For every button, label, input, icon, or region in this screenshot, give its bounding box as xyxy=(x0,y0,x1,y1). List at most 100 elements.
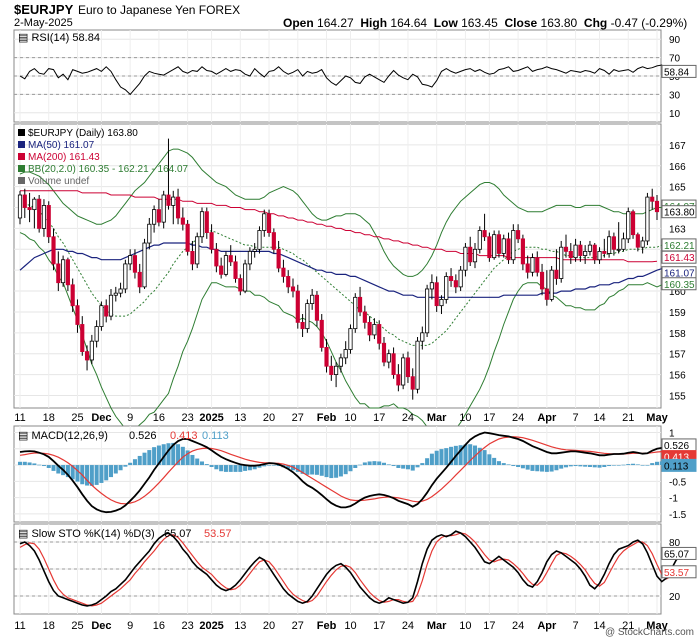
candle-down xyxy=(27,207,32,211)
macd-histogram-bar xyxy=(195,458,200,466)
macd-histogram-bar xyxy=(573,465,578,467)
date-axis-label-bottom: 14 xyxy=(593,620,605,632)
macd-histogram-bar xyxy=(37,464,42,466)
candle-down xyxy=(630,211,636,236)
macd-histogram-bar xyxy=(267,465,272,466)
macd-histogram-bar xyxy=(56,465,61,474)
macd-value-tag: 0.526 xyxy=(661,438,697,452)
macd-histogram-bar xyxy=(338,465,343,477)
candle-up xyxy=(573,244,578,259)
candle-down xyxy=(329,365,334,375)
date-axis-label: 17 xyxy=(373,412,385,424)
macd-histogram-bar xyxy=(152,447,157,466)
candle-down xyxy=(516,230,521,240)
macd-histogram-bar xyxy=(214,465,219,470)
date-axis-label: 16 xyxy=(153,412,165,424)
candle-up xyxy=(549,269,554,300)
stochastic-d-line xyxy=(19,532,682,607)
candle-up xyxy=(142,242,147,288)
macd-histogram-bar xyxy=(176,444,181,466)
date-axis-label-bottom: Feb xyxy=(317,620,337,632)
candle-down xyxy=(80,324,85,353)
candle-up xyxy=(425,288,430,334)
candle-up xyxy=(616,248,621,251)
stochastic-legend-title: ▤ Slow STO %K(14) %D(3) xyxy=(18,528,155,540)
candle-down xyxy=(175,196,181,219)
price-axis-tick-label: 155 xyxy=(669,391,686,402)
stochastic-axis-tick-label: 20 xyxy=(669,592,681,603)
macd-histogram-bar xyxy=(597,465,602,468)
candle-down xyxy=(578,244,583,256)
legend-swatch xyxy=(18,165,25,172)
macd-histogram-bar xyxy=(75,465,80,482)
macd-histogram-bar xyxy=(243,465,248,471)
macd-histogram-bar xyxy=(252,465,257,470)
macd-histogram-bar xyxy=(171,442,176,466)
price-value-tag: 161.43 xyxy=(661,250,697,264)
candle-up xyxy=(386,353,391,363)
rsi-axis-tick-label: 90 xyxy=(669,35,681,46)
macd-histogram-bar xyxy=(300,465,305,474)
date-axis-label-bottom: 10 xyxy=(459,620,471,632)
price-value-tag: 163.80 xyxy=(661,205,697,219)
stochastic-legend: ▤ Slow STO %K(14) %D(3) 65.07 53.57 xyxy=(18,528,232,540)
date-axis-label-bottom: 7 xyxy=(573,620,579,632)
candle-down xyxy=(70,284,75,307)
price-value-tag-text: 162.21 xyxy=(664,241,695,252)
macd-histogram-bar xyxy=(17,461,23,466)
candle-down xyxy=(204,211,209,233)
candle-up xyxy=(61,259,66,284)
candle-down xyxy=(381,342,387,363)
macd-histogram-bar xyxy=(611,465,616,466)
macd-histogram-bar xyxy=(645,465,650,466)
change-value: -0.47 (-0.29%) xyxy=(610,16,688,30)
candle-down xyxy=(535,257,540,273)
candle-down xyxy=(357,296,363,313)
macd-histogram-bar xyxy=(578,465,583,467)
macd-histogram-bar xyxy=(458,445,463,466)
macd-histogram-bar xyxy=(616,465,621,466)
candle-down xyxy=(367,321,372,336)
macd-histogram-bar xyxy=(583,465,588,467)
candle-down xyxy=(410,376,415,390)
macd-histogram-bar xyxy=(449,446,454,466)
date-axis-label-bottom: 27 xyxy=(292,620,304,632)
macd-histogram-bar xyxy=(319,465,324,476)
macd-histogram-bar xyxy=(530,465,535,471)
macd-histogram-bar xyxy=(405,465,410,470)
candle-up xyxy=(472,248,478,263)
high-label: High xyxy=(360,16,388,30)
candle-down xyxy=(482,230,487,238)
macd-histogram-bar xyxy=(492,457,497,466)
candle-down xyxy=(166,194,171,206)
stochastic-k-line xyxy=(19,530,682,607)
rsi-legend: ▤ RSI(14) 58.84 xyxy=(18,32,100,44)
price-legend-item: MA(50) 161.07 xyxy=(18,140,95,151)
macd-histogram-bar xyxy=(238,465,243,472)
price-legend-text: BB(20,2.0) 160.35 - 162.21 - 164.07 xyxy=(28,164,189,175)
candle-up xyxy=(477,230,482,250)
date-axis-label: Apr xyxy=(537,412,557,424)
copyright-notice: @ StockCharts.com xyxy=(604,627,694,638)
candle-down xyxy=(592,244,597,261)
date-axis-label: 9 xyxy=(127,412,133,424)
date-axis-label-bottom: 24 xyxy=(402,620,414,632)
macd-histogram-bar xyxy=(185,450,190,466)
macd-histogram-bar xyxy=(396,465,401,468)
candle-up xyxy=(607,236,612,254)
macd-histogram-bar xyxy=(223,465,228,472)
macd-histogram-bar xyxy=(46,465,51,468)
date-axis-label: 11 xyxy=(14,412,25,424)
date-axis-label: Feb xyxy=(317,412,337,424)
macd-histogram-bar xyxy=(544,465,549,472)
candle-up xyxy=(444,276,449,300)
candle-up xyxy=(372,324,377,336)
price-value-tag-text: 163.80 xyxy=(664,208,695,219)
candle-down xyxy=(468,246,473,263)
macd-histogram-bar xyxy=(372,461,377,466)
macd-histogram-bar xyxy=(367,461,372,466)
macd-histogram-bar xyxy=(123,465,128,467)
price-axis-tick-label: 160 xyxy=(669,287,686,298)
rsi-axis-tick-label: 70 xyxy=(669,54,681,65)
macd-histogram-bar xyxy=(377,461,382,466)
